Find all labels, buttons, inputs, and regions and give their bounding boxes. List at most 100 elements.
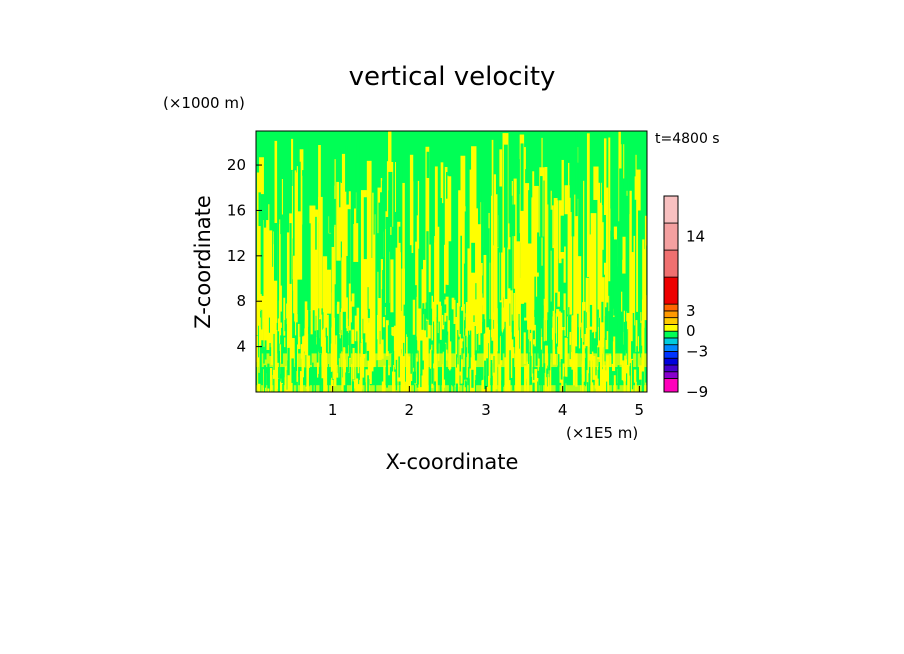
field-streak [294,335,298,372]
field-streak [644,249,647,321]
field-streak [388,365,390,376]
field-streak [593,166,599,200]
field-streak [567,162,570,317]
field-streak [366,253,368,356]
field-streak [469,293,472,313]
field-streak [322,354,324,387]
field-streak [499,149,503,187]
field-streak [417,338,419,351]
field-streak [421,323,424,350]
field-streak [466,365,468,378]
field-streak [623,372,626,392]
field-streak [278,300,281,329]
field-streak [552,316,554,354]
field-streak [259,157,264,195]
field-streak [617,365,620,390]
field-streak [587,312,591,344]
field-streak [460,235,462,307]
field-streak [466,347,468,358]
field-streak [312,362,314,392]
field-streak [418,350,420,385]
field-streak [373,214,376,367]
field-streak [525,366,528,379]
field-streak [321,355,323,392]
field-streak [504,321,506,358]
field-streak [260,295,264,322]
field-streak [288,313,291,356]
field-streak [501,318,503,335]
field-streak [459,355,462,372]
field-streak [491,195,494,338]
field-streak [446,172,448,199]
field-streak [560,312,564,355]
field-streak [445,334,448,361]
field-streak [259,345,262,376]
field-streak [297,323,301,350]
field-streak [579,301,581,330]
field-streak [421,133,425,175]
field-streak [424,308,426,331]
field-streak [633,235,636,326]
y-axis-label: Z-coordinate [191,195,215,329]
field-streak [530,355,532,385]
field-streak [529,318,533,330]
field-streak [372,325,375,360]
field-streak [451,314,454,342]
field-streak [427,244,431,293]
field-streak [547,365,548,387]
field-streak [273,333,275,370]
field-streak [625,195,629,289]
field-streak [493,356,495,373]
field-streak [606,302,609,332]
colorbar: 14 3 0 −3 −9 [663,195,708,401]
field-streak [379,330,381,345]
field-streak [415,241,418,286]
field-streak [622,323,623,332]
field-streak [305,356,310,389]
field-streak [290,375,293,392]
field-streak [585,346,588,371]
field-streak [353,379,356,389]
field-streak [584,357,587,385]
field-streak [536,322,539,336]
field-streak [535,271,538,297]
field-streak [576,256,582,328]
field-streak [256,172,261,312]
field-streak [589,329,592,355]
field-streak [284,186,287,206]
field-streak [363,197,367,260]
field-streak [438,321,440,344]
field-streak [431,244,435,280]
field-streak [428,368,432,392]
field-streak [331,185,335,349]
field-streak [605,370,609,392]
colorbar-tick-label: 0 [686,322,696,340]
field-streak [558,366,562,383]
field-streak [263,296,267,339]
field-streak [399,385,401,392]
field-streak [519,327,520,349]
field-streak [511,320,514,340]
field-streak [505,371,509,385]
field-streak [445,296,449,332]
field-streak [428,324,431,339]
field-streak [286,311,289,325]
field-streak [516,241,520,392]
field-streak [348,333,350,346]
field-streak [286,370,288,390]
field-streak [356,139,360,224]
field-streak [351,329,355,344]
field-streak [291,338,295,364]
field-streak [426,231,429,320]
field-streak [362,333,366,355]
colorbar-band [663,249,679,278]
field-streak [513,292,516,337]
field-streak [434,381,436,392]
field-streak [416,180,420,323]
field-streak [256,335,259,363]
field-streak [608,295,610,312]
field-streak [498,364,502,392]
field-streak [451,297,455,310]
field-streak [387,325,390,352]
field-streak [364,382,366,392]
